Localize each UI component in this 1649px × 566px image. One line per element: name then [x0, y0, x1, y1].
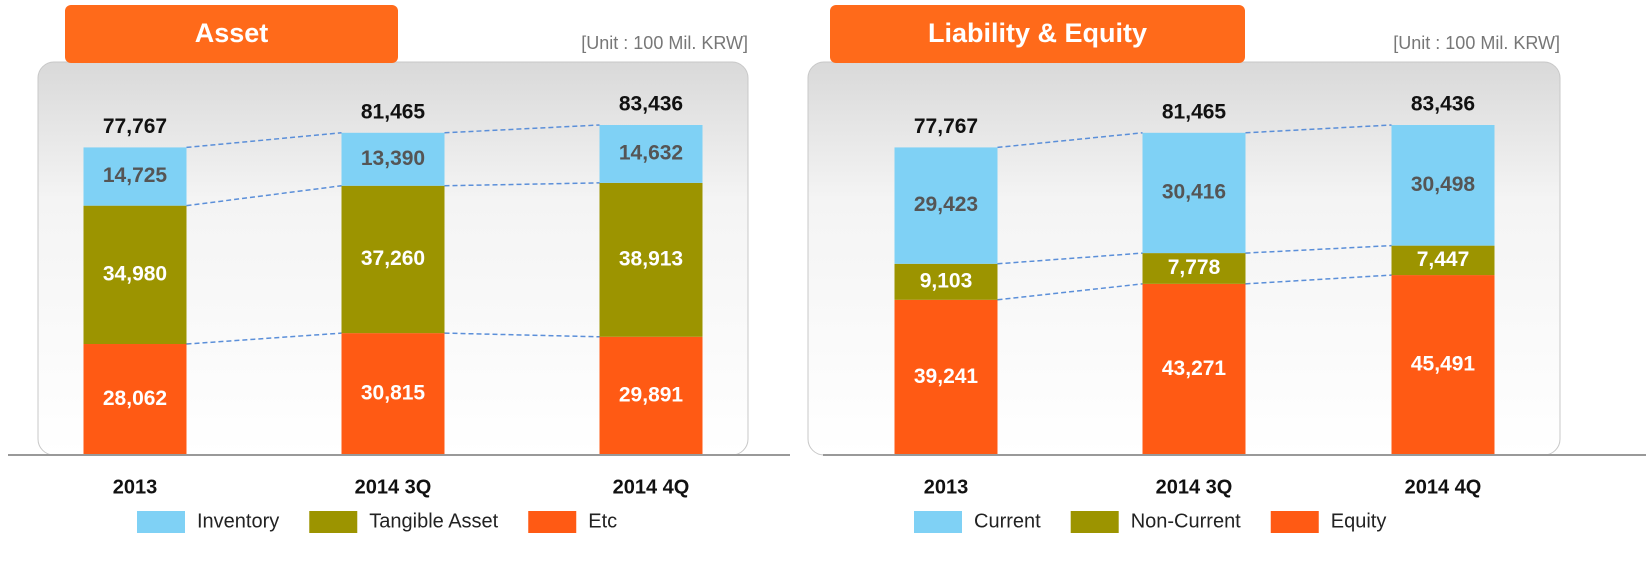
- total-label: 83,436: [1411, 93, 1475, 116]
- bar-segment: [1142, 132, 1246, 254]
- legend-swatch: [1070, 511, 1119, 533]
- connector: [997, 252, 1143, 265]
- total-label: 83,436: [619, 93, 683, 116]
- total-label: 77,767: [103, 115, 167, 138]
- bar-segment: [1391, 275, 1495, 455]
- legend-swatch: [914, 511, 962, 533]
- bar-segment: [599, 336, 703, 455]
- connector: [1245, 244, 1392, 254]
- value-label: 39,241: [914, 365, 979, 388]
- value-label: 30,416: [1162, 180, 1226, 203]
- bar-segment: [894, 263, 998, 300]
- x-tick-label: 2014 4Q: [613, 476, 690, 498]
- total-label: 81,465: [1162, 100, 1227, 123]
- title-tab: [65, 5, 398, 63]
- bar-segment: [1391, 125, 1495, 246]
- bar-segment: [599, 182, 703, 337]
- value-label: 7,778: [1168, 256, 1221, 279]
- bar-segment: [1142, 283, 1246, 455]
- total-label: 77,767: [914, 115, 978, 138]
- bar-segment: [341, 132, 445, 186]
- value-label: 7,447: [1417, 248, 1470, 271]
- bar-segment: [341, 185, 445, 334]
- chart-title: Liability & Equity: [928, 18, 1147, 48]
- connector: [997, 283, 1143, 301]
- value-label: 14,632: [619, 141, 683, 164]
- bar-segment: [83, 344, 187, 455]
- connector: [1245, 124, 1392, 134]
- x-tick-label: 2014 3Q: [355, 476, 432, 498]
- value-label: 29,423: [914, 193, 978, 216]
- connector: [444, 332, 600, 338]
- bar-segment: [894, 147, 998, 264]
- value-label: 30,498: [1411, 173, 1476, 196]
- legend-label: Equity: [1331, 510, 1387, 532]
- value-label: 29,891: [619, 383, 684, 406]
- connector: [997, 132, 1143, 149]
- legend-swatch: [1270, 511, 1319, 533]
- bar-segment: [83, 205, 187, 345]
- bar-segment: [1391, 245, 1495, 276]
- legend-swatch: [528, 511, 577, 533]
- value-label: 30,815: [361, 382, 426, 405]
- bar-segment: [341, 333, 445, 455]
- value-label: 28,062: [103, 387, 167, 410]
- x-tick-label: 2014 3Q: [1156, 476, 1233, 498]
- legend-label: Non-Current: [1131, 510, 1241, 532]
- bar-segment: [894, 299, 998, 455]
- bar-segment: [599, 125, 703, 183]
- legend-label: Current: [974, 510, 1041, 532]
- value-label: 43,271: [1162, 357, 1227, 380]
- value-label: 45,491: [1411, 353, 1476, 376]
- value-label: 37,260: [361, 247, 425, 270]
- legend-label: Inventory: [197, 510, 279, 532]
- connector: [186, 132, 342, 149]
- x-tick-label: 2014 4Q: [1405, 476, 1482, 498]
- value-label: 13,390: [361, 147, 425, 170]
- x-tick-label: 2013: [113, 476, 158, 498]
- legend-swatch: [309, 511, 358, 533]
- chart-title: Asset: [195, 18, 269, 48]
- bar-segment: [1142, 253, 1246, 284]
- legend-label: Etc: [588, 510, 617, 532]
- legend-swatch: [137, 511, 185, 533]
- total-label: 81,465: [361, 100, 426, 123]
- unit-label: [Unit : 100 Mil. KRW]: [1393, 33, 1560, 53]
- x-tick-label: 2013: [924, 476, 969, 498]
- legend-label: Tangible Asset: [369, 510, 498, 532]
- connector: [444, 124, 600, 134]
- bar-segment: [83, 147, 187, 206]
- unit-label: [Unit : 100 Mil. KRW]: [581, 33, 748, 53]
- value-label: 9,103: [920, 269, 973, 292]
- connector: [444, 182, 600, 187]
- connector: [186, 332, 342, 345]
- connector: [186, 185, 342, 207]
- value-label: 38,913: [619, 247, 683, 270]
- value-label: 34,980: [103, 262, 167, 285]
- title-tab: [830, 5, 1245, 63]
- connector: [1245, 274, 1392, 285]
- value-label: 14,725: [103, 164, 168, 187]
